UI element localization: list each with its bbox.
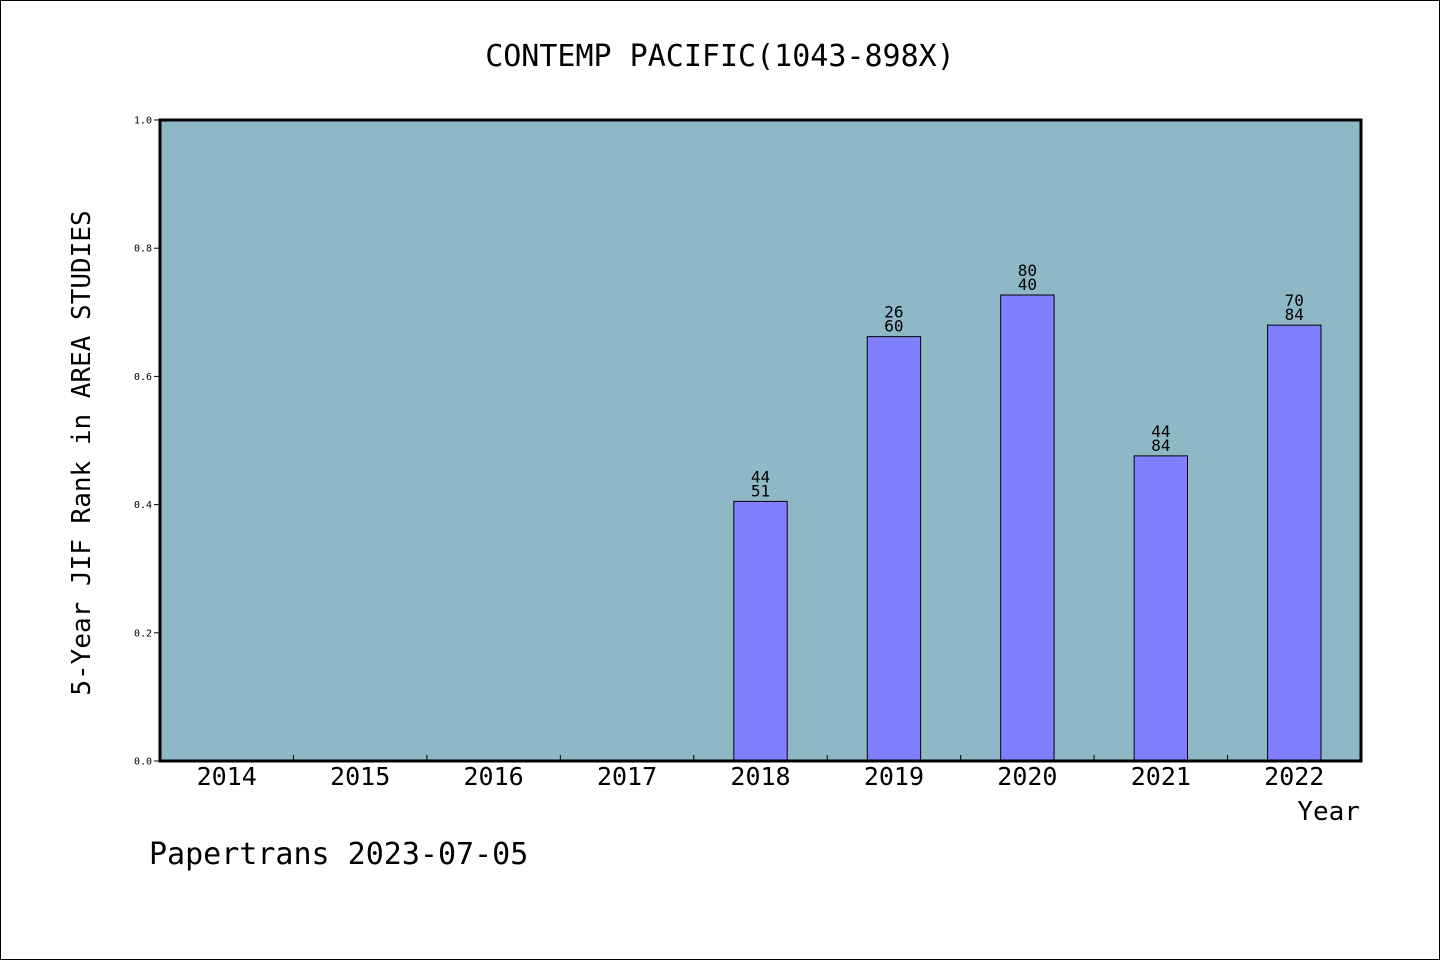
bar-label-top: 80 (1018, 261, 1037, 280)
bar-label-bottom: 84 (1285, 305, 1304, 324)
x-tick-label: 2015 (330, 762, 390, 791)
x-tick-label: 2017 (597, 762, 657, 791)
bar-label-bottom: 51 (751, 481, 770, 500)
footer-text: Papertrans 2023-07-05 (149, 837, 528, 872)
x-tick-label: 2016 (464, 762, 524, 791)
x-axis: 2014 2015 2016 2017 2018 2019 2020 2021 2022 (197, 755, 1324, 791)
bar-label-bottom: 60 (884, 317, 903, 336)
y-tick-label: 0.8 (134, 244, 152, 255)
y-tick-label: 0.0 (134, 757, 152, 768)
y-axis: 0.0 0.2 0.4 0.6 0.8 1.0 (134, 116, 160, 768)
x-tick-label: 2021 (1131, 762, 1191, 791)
bar-label-top: 44 (1151, 422, 1170, 441)
y-tick-label: 1.0 (134, 116, 152, 127)
bar-label-top: 44 (751, 467, 770, 486)
y-tick-label: 0.2 (134, 628, 152, 639)
y-axis-label: 5-Year JIF Rank in AREA STUDIES (67, 210, 97, 695)
x-tick-label: 2014 (197, 762, 257, 791)
bar-label-top: 70 (1285, 291, 1304, 310)
bars (733, 294, 1322, 762)
plot-border (158, 118, 1363, 763)
bar (1267, 324, 1322, 762)
bar (733, 500, 788, 762)
x-tick-label: 2022 (1264, 762, 1324, 791)
x-axis-label: Year (1297, 797, 1360, 827)
bar-label-bottom: 84 (1151, 436, 1170, 455)
x-tick-label: 2020 (997, 762, 1057, 791)
bar (866, 336, 922, 762)
bar-label-top: 26 (884, 303, 903, 322)
bar-label-bottom: 40 (1018, 275, 1037, 294)
y-tick-label: 0.4 (134, 500, 152, 511)
bar (1000, 294, 1055, 762)
chart-title: CONTEMP PACIFIC(1043-898X) (485, 39, 955, 74)
bar (1133, 455, 1189, 762)
x-tick-label: 2018 (730, 762, 790, 791)
y-tick-label: 0.6 (134, 372, 152, 383)
x-tick-label: 2019 (864, 762, 924, 791)
